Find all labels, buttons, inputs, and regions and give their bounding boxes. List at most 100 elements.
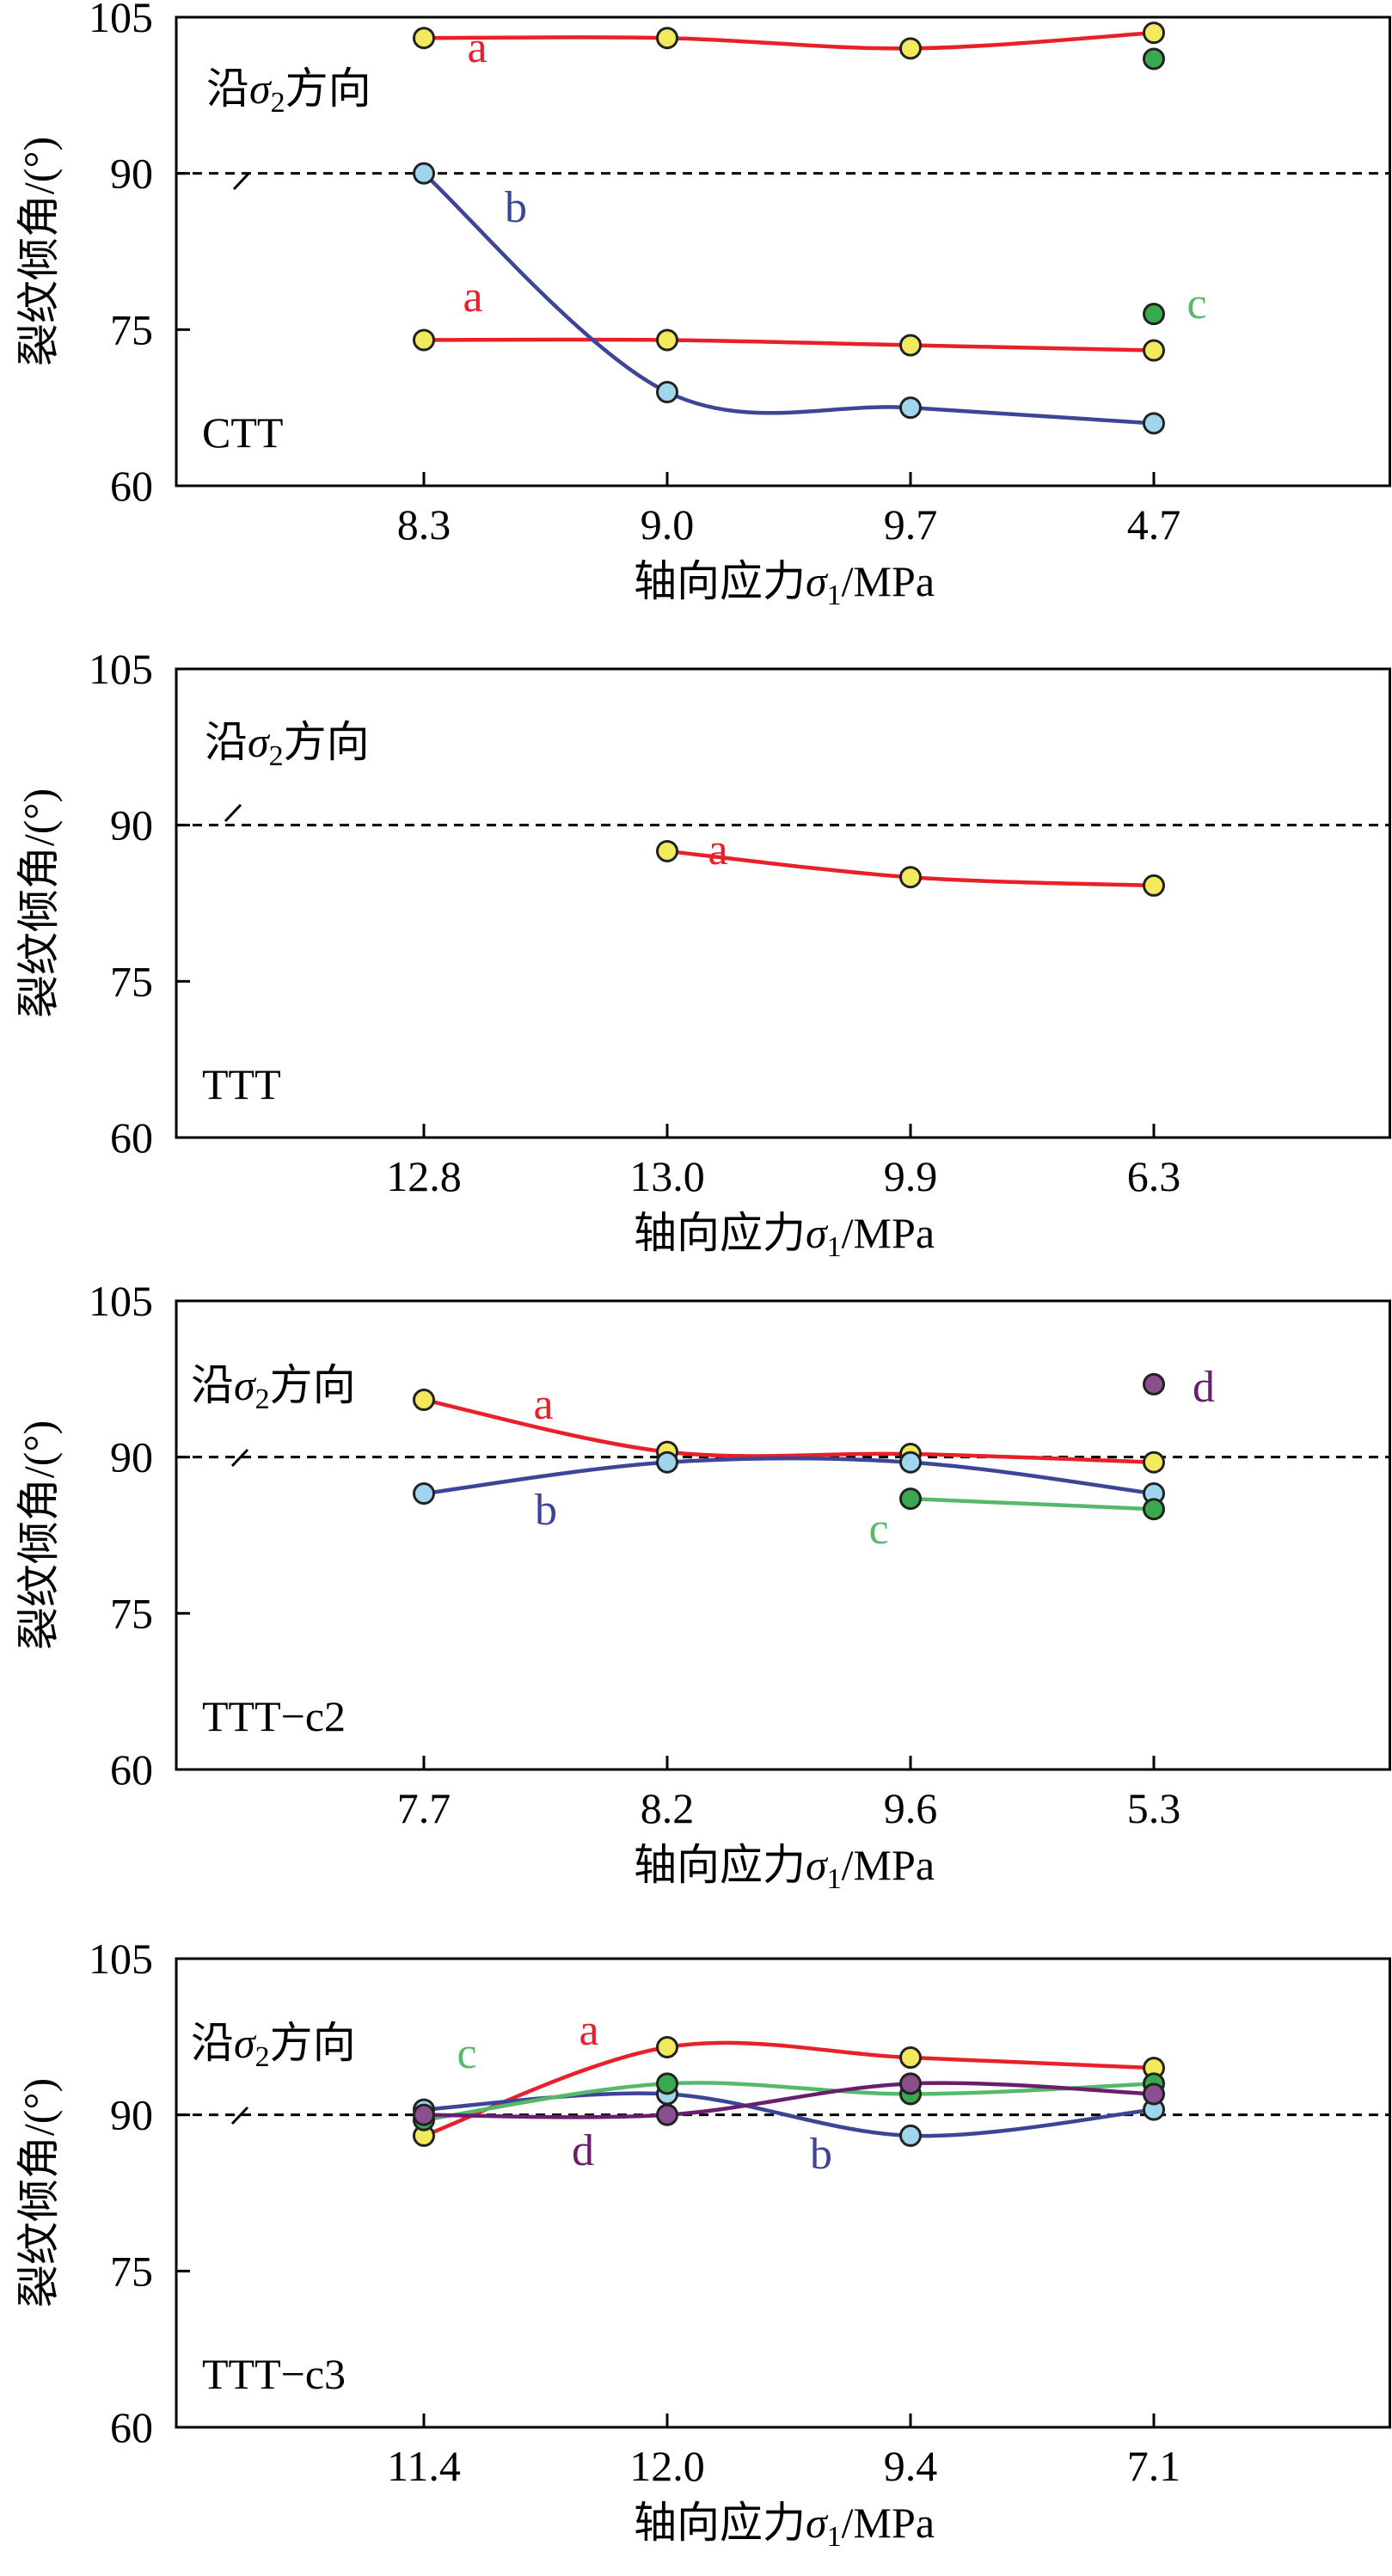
y-tick-label: 60 [110, 1745, 153, 1794]
x-axis-label: 轴向应力σ1/MPa [634, 1841, 935, 1895]
series-line-a [423, 1397, 1155, 1464]
x-tick-label: 7.7 [397, 1784, 451, 1832]
x-tick-label: 9.0 [641, 500, 695, 549]
data-point-a [899, 866, 922, 889]
data-point-a [1143, 874, 1165, 897]
x-tick-label: 9.4 [884, 2442, 938, 2490]
reference-label-pointer [224, 803, 242, 823]
data-point-b [656, 1451, 678, 1474]
data-point-d [899, 2072, 922, 2095]
data-point-a [1143, 21, 1165, 45]
data-point-a [413, 27, 435, 50]
data-point-a [413, 328, 435, 352]
y-axis-label: 裂纹倾角/(°) [15, 2078, 63, 2308]
reference-label-pointer [232, 171, 251, 191]
data-point-d [413, 2103, 435, 2126]
y-tick-label: 75 [110, 2247, 153, 2295]
series-label-c: c [1187, 279, 1206, 328]
data-point-b [899, 1451, 922, 1474]
data-point-a [656, 2035, 678, 2058]
x-tick-label: 13.0 [629, 1152, 705, 1200]
y-tick-label: 75 [110, 957, 153, 1005]
x-tick-label: 5.3 [1127, 1784, 1181, 1832]
series-label-a: a [579, 2006, 598, 2055]
series-label-a: a [533, 1380, 553, 1429]
series-line-a [423, 2040, 1155, 2138]
series-label-c: c [868, 1505, 888, 1554]
data-point-c [899, 1487, 922, 1511]
series-line-d [423, 2081, 1155, 2119]
y-tick-label: 60 [110, 2403, 153, 2451]
y-tick-label: 75 [110, 305, 153, 353]
y-tick-label: 105 [89, 1277, 153, 1325]
x-tick-label: 12.8 [386, 1152, 462, 1200]
y-tick-label: 60 [110, 462, 153, 510]
data-point-c [1143, 1498, 1165, 1521]
y-tick-label: 90 [110, 2091, 153, 2139]
x-tick-label: 4.7 [1127, 500, 1181, 549]
data-point-b [413, 1482, 435, 1506]
x-tick-label: 8.2 [641, 1784, 695, 1832]
y-axis-label: 裂纹倾角/(°) [15, 788, 63, 1018]
data-point-d [1143, 1372, 1165, 1395]
data-point-b [413, 162, 435, 185]
plot-frame [175, 1957, 1391, 2429]
y-tick-label: 75 [110, 1589, 153, 1637]
series-line-b [422, 171, 1155, 426]
data-point-d [656, 2103, 678, 2126]
series-label-b: b [810, 2130, 832, 2179]
series-label-d: d [1193, 1363, 1215, 1412]
y-axis-label: 裂纹倾角/(°) [15, 137, 63, 366]
y-tick-label: 90 [110, 801, 153, 849]
sigma2-direction-label: 沿σ2方向 [191, 1361, 356, 1415]
x-axis-label: 轴向应力σ1/MPa [634, 2499, 935, 2553]
panel-3: 60 75 90 105 7.7 8.2 9.6 5.3 轴向应力σ1/MPa 裂纹倾角/(°) 沿… [15, 1277, 1391, 1895]
plot-frame [175, 1299, 1391, 1771]
data-point-a [656, 27, 678, 50]
plot-frame [175, 667, 1391, 1139]
y-tick-label: 90 [110, 1433, 153, 1481]
panel-label: TTT−c3 [202, 2350, 346, 2398]
sigma2-direction-label: 沿σ2方向 [206, 64, 371, 119]
series-label-d: d [572, 2126, 594, 2175]
reference-label-pointer [230, 2106, 249, 2125]
series-label-c: c [457, 2029, 476, 2078]
data-point-c [656, 2072, 678, 2095]
x-tick-label: 11.4 [387, 2442, 461, 2490]
data-point-b [656, 381, 678, 403]
panel-2: 60 75 90 105 12.8 13.0 9.9 6.3 轴向应力σ1/MPa 裂纹倾角/(°… [15, 645, 1391, 1263]
data-point-d [1143, 2082, 1165, 2106]
x-tick-label: 7.1 [1127, 2442, 1181, 2490]
plot-frame [175, 15, 1391, 488]
series-line-b [423, 1456, 1155, 1496]
data-point-b [1143, 412, 1165, 435]
y-axis-label: 裂纹倾角/(°) [15, 1420, 63, 1650]
panel-label: TTT [202, 1060, 281, 1108]
x-tick-label: 8.3 [397, 500, 451, 549]
data-point-a [899, 37, 922, 60]
series-label-a: a [463, 273, 482, 322]
data-point-b [899, 396, 922, 420]
data-point-a [656, 328, 678, 352]
x-tick-label: 9.9 [884, 1152, 938, 1200]
data-point-extra [1143, 47, 1165, 71]
series-line-a [423, 337, 1155, 353]
series-label-b: b [505, 183, 527, 232]
series-line-c [910, 1496, 1155, 1512]
data-point-b [899, 2124, 922, 2147]
panel-label: CTT [202, 408, 283, 457]
data-point-c [1143, 303, 1165, 326]
data-point-a [899, 2046, 922, 2070]
x-tick-label: 6.3 [1127, 1152, 1181, 1200]
x-axis-label: 轴向应力σ1/MPa [634, 557, 935, 611]
data-point-a [1143, 1451, 1165, 1474]
sigma2-direction-label: 沿σ2方向 [205, 718, 370, 772]
series-line-a [423, 30, 1155, 51]
y-tick-label: 105 [89, 1935, 153, 1983]
y-tick-label: 105 [89, 645, 153, 693]
x-tick-label: 12.0 [629, 2442, 705, 2490]
series-label-a: a [708, 825, 727, 874]
y-tick-label: 105 [89, 0, 153, 41]
x-axis-label: 轴向应力σ1/MPa [634, 1209, 935, 1263]
